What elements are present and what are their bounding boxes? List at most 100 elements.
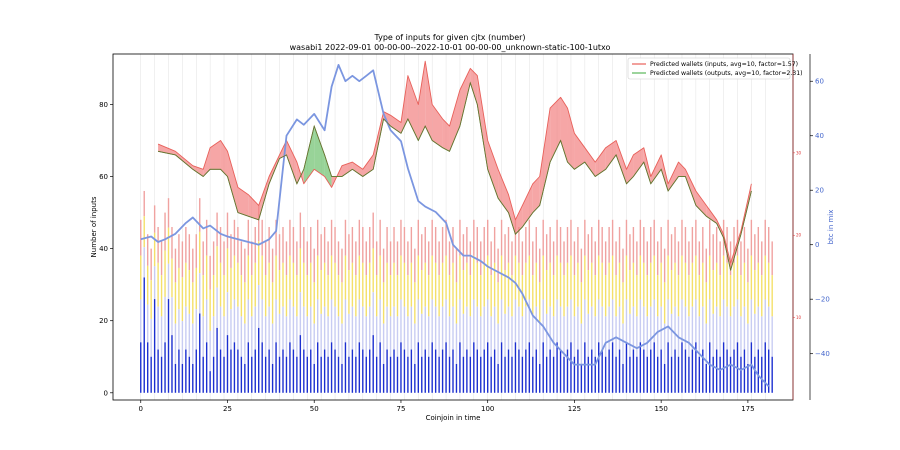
bar-segment-lightblue: [719, 316, 721, 357]
y-axis-ticks: 0 20 40 60 80: [99, 101, 113, 397]
bar-segment-blue: [521, 356, 524, 393]
bar-segment-lightblue: [608, 306, 610, 350]
bar-segment-blue: [695, 342, 697, 393]
series-line-0: [157, 60, 752, 264]
bar-segment-lightblue: [670, 313, 673, 357]
bar-segment-lightblue: [334, 306, 336, 350]
bar-segment-yellow: [587, 270, 590, 314]
bar-segment-lightblue: [466, 306, 468, 350]
bar-segment-red: [313, 248, 315, 283]
bar-segment-blue: [580, 363, 583, 393]
bar-segment-blue: [740, 356, 742, 393]
bar-segment-blue: [153, 299, 156, 393]
bar-segment-blue: [403, 349, 406, 393]
bar-segment-blue: [379, 342, 381, 393]
bar-segment-red: [604, 241, 607, 276]
bar-segment-blue: [330, 342, 333, 393]
bar-segment-blue: [702, 349, 704, 393]
bar-segment-red: [563, 241, 565, 276]
bar-segment-yellow: [643, 262, 645, 307]
bar-segment-blue: [337, 356, 340, 393]
bar-segment-yellow: [195, 267, 197, 310]
bar-segment-red: [594, 241, 596, 276]
bar-segment-yellow: [712, 270, 714, 314]
bar-segment-blue: [167, 299, 170, 393]
bar-segment-lightblue: [729, 316, 732, 357]
bar-segment-lightblue: [216, 287, 218, 328]
bar-segment-yellow: [341, 282, 343, 324]
bar-segment-lightblue: [743, 306, 746, 350]
bar-segment-yellow: [598, 255, 600, 300]
bar-segment-blue: [448, 356, 451, 393]
bar-segment-blue: [636, 356, 638, 393]
bar-segment-yellow: [185, 262, 187, 307]
bar-segment-blue: [476, 349, 478, 393]
bar-segment-yellow: [677, 275, 680, 317]
bar-segment-yellow: [389, 275, 392, 317]
bar-segment-red: [677, 241, 680, 276]
bar-segment-yellow: [223, 275, 225, 317]
bar-segment-blue: [282, 349, 284, 393]
bar-segment-blue: [729, 356, 732, 393]
bar-segment-blue: [542, 342, 544, 393]
bar-segment-blue: [174, 363, 177, 393]
bar-segment-lightblue: [337, 316, 340, 357]
bar-segment-lightblue: [421, 313, 423, 357]
bar-segment-lightblue: [240, 316, 243, 357]
bar-segment-blue: [202, 356, 204, 393]
bar-segment-lightblue: [542, 299, 544, 343]
fill-between-segment: [459, 68, 471, 127]
bar-segment-lightblue: [483, 306, 485, 350]
bar-segment-yellow: [407, 275, 409, 317]
bar-segment-blue: [400, 342, 402, 393]
bar-segment-lightblue: [591, 306, 593, 350]
bar-segment-yellow: [244, 282, 246, 324]
bar-segment-red: [334, 227, 336, 263]
bar-segment-blue: [656, 356, 659, 393]
bar-segment-red: [480, 241, 482, 276]
bar-segment-blue: [289, 342, 291, 393]
bar-segment-red: [393, 227, 395, 263]
fill-between-segment: [418, 61, 426, 141]
bar-segment-lightblue: [490, 316, 492, 357]
bar-segment-blue: [667, 342, 669, 393]
bar-segment-yellow: [625, 255, 628, 300]
bar-segment-lightblue: [570, 299, 572, 343]
bar-segment-yellow: [480, 275, 482, 317]
bar-segment-blue: [261, 342, 263, 393]
bar-segment-yellow: [424, 262, 426, 307]
bar-segment-lightblue: [320, 313, 322, 357]
bar-segment-yellow: [660, 262, 662, 307]
bar-segment-lightblue: [493, 306, 496, 350]
bar-segment-blue: [570, 342, 572, 393]
bar-segment-red: [320, 234, 322, 271]
fill-between-segment: [574, 133, 585, 170]
bar-segment-yellow: [452, 262, 454, 307]
bar-segment-blue: [552, 356, 555, 393]
bar-segment-lightblue: [282, 306, 284, 350]
bar-segment-blue: [362, 349, 364, 393]
bar-segment-yellow: [306, 275, 308, 317]
bar-segment-red: [410, 227, 413, 263]
bar-segment-yellow: [507, 262, 510, 307]
bar-segment-yellow: [618, 262, 621, 307]
bar-segment-yellow: [715, 262, 718, 307]
bar-segment-blue: [733, 349, 735, 393]
bar-segment-red: [254, 227, 256, 263]
bar-segment-lightblue: [431, 299, 433, 343]
bar-segment-blue: [216, 327, 218, 393]
bar-segment-blue: [316, 342, 319, 393]
bar-segment-yellow: [188, 270, 191, 314]
bar-segment-blue: [643, 349, 645, 393]
bar-segment-red: [552, 241, 555, 276]
bar-segment-lightblue: [539, 323, 541, 364]
bar-segment-red: [268, 227, 270, 263]
bar-segment-lightblue: [233, 299, 236, 343]
bar-segment-blue: [348, 356, 350, 393]
bar-segment-red: [438, 241, 440, 276]
bar-segment-red: [736, 219, 739, 256]
y-tick-label: 20: [99, 317, 108, 325]
bar-segment-lightblue: [667, 299, 669, 343]
bar-segment-blue: [545, 356, 548, 393]
bar-segment-lightblue: [632, 306, 635, 350]
